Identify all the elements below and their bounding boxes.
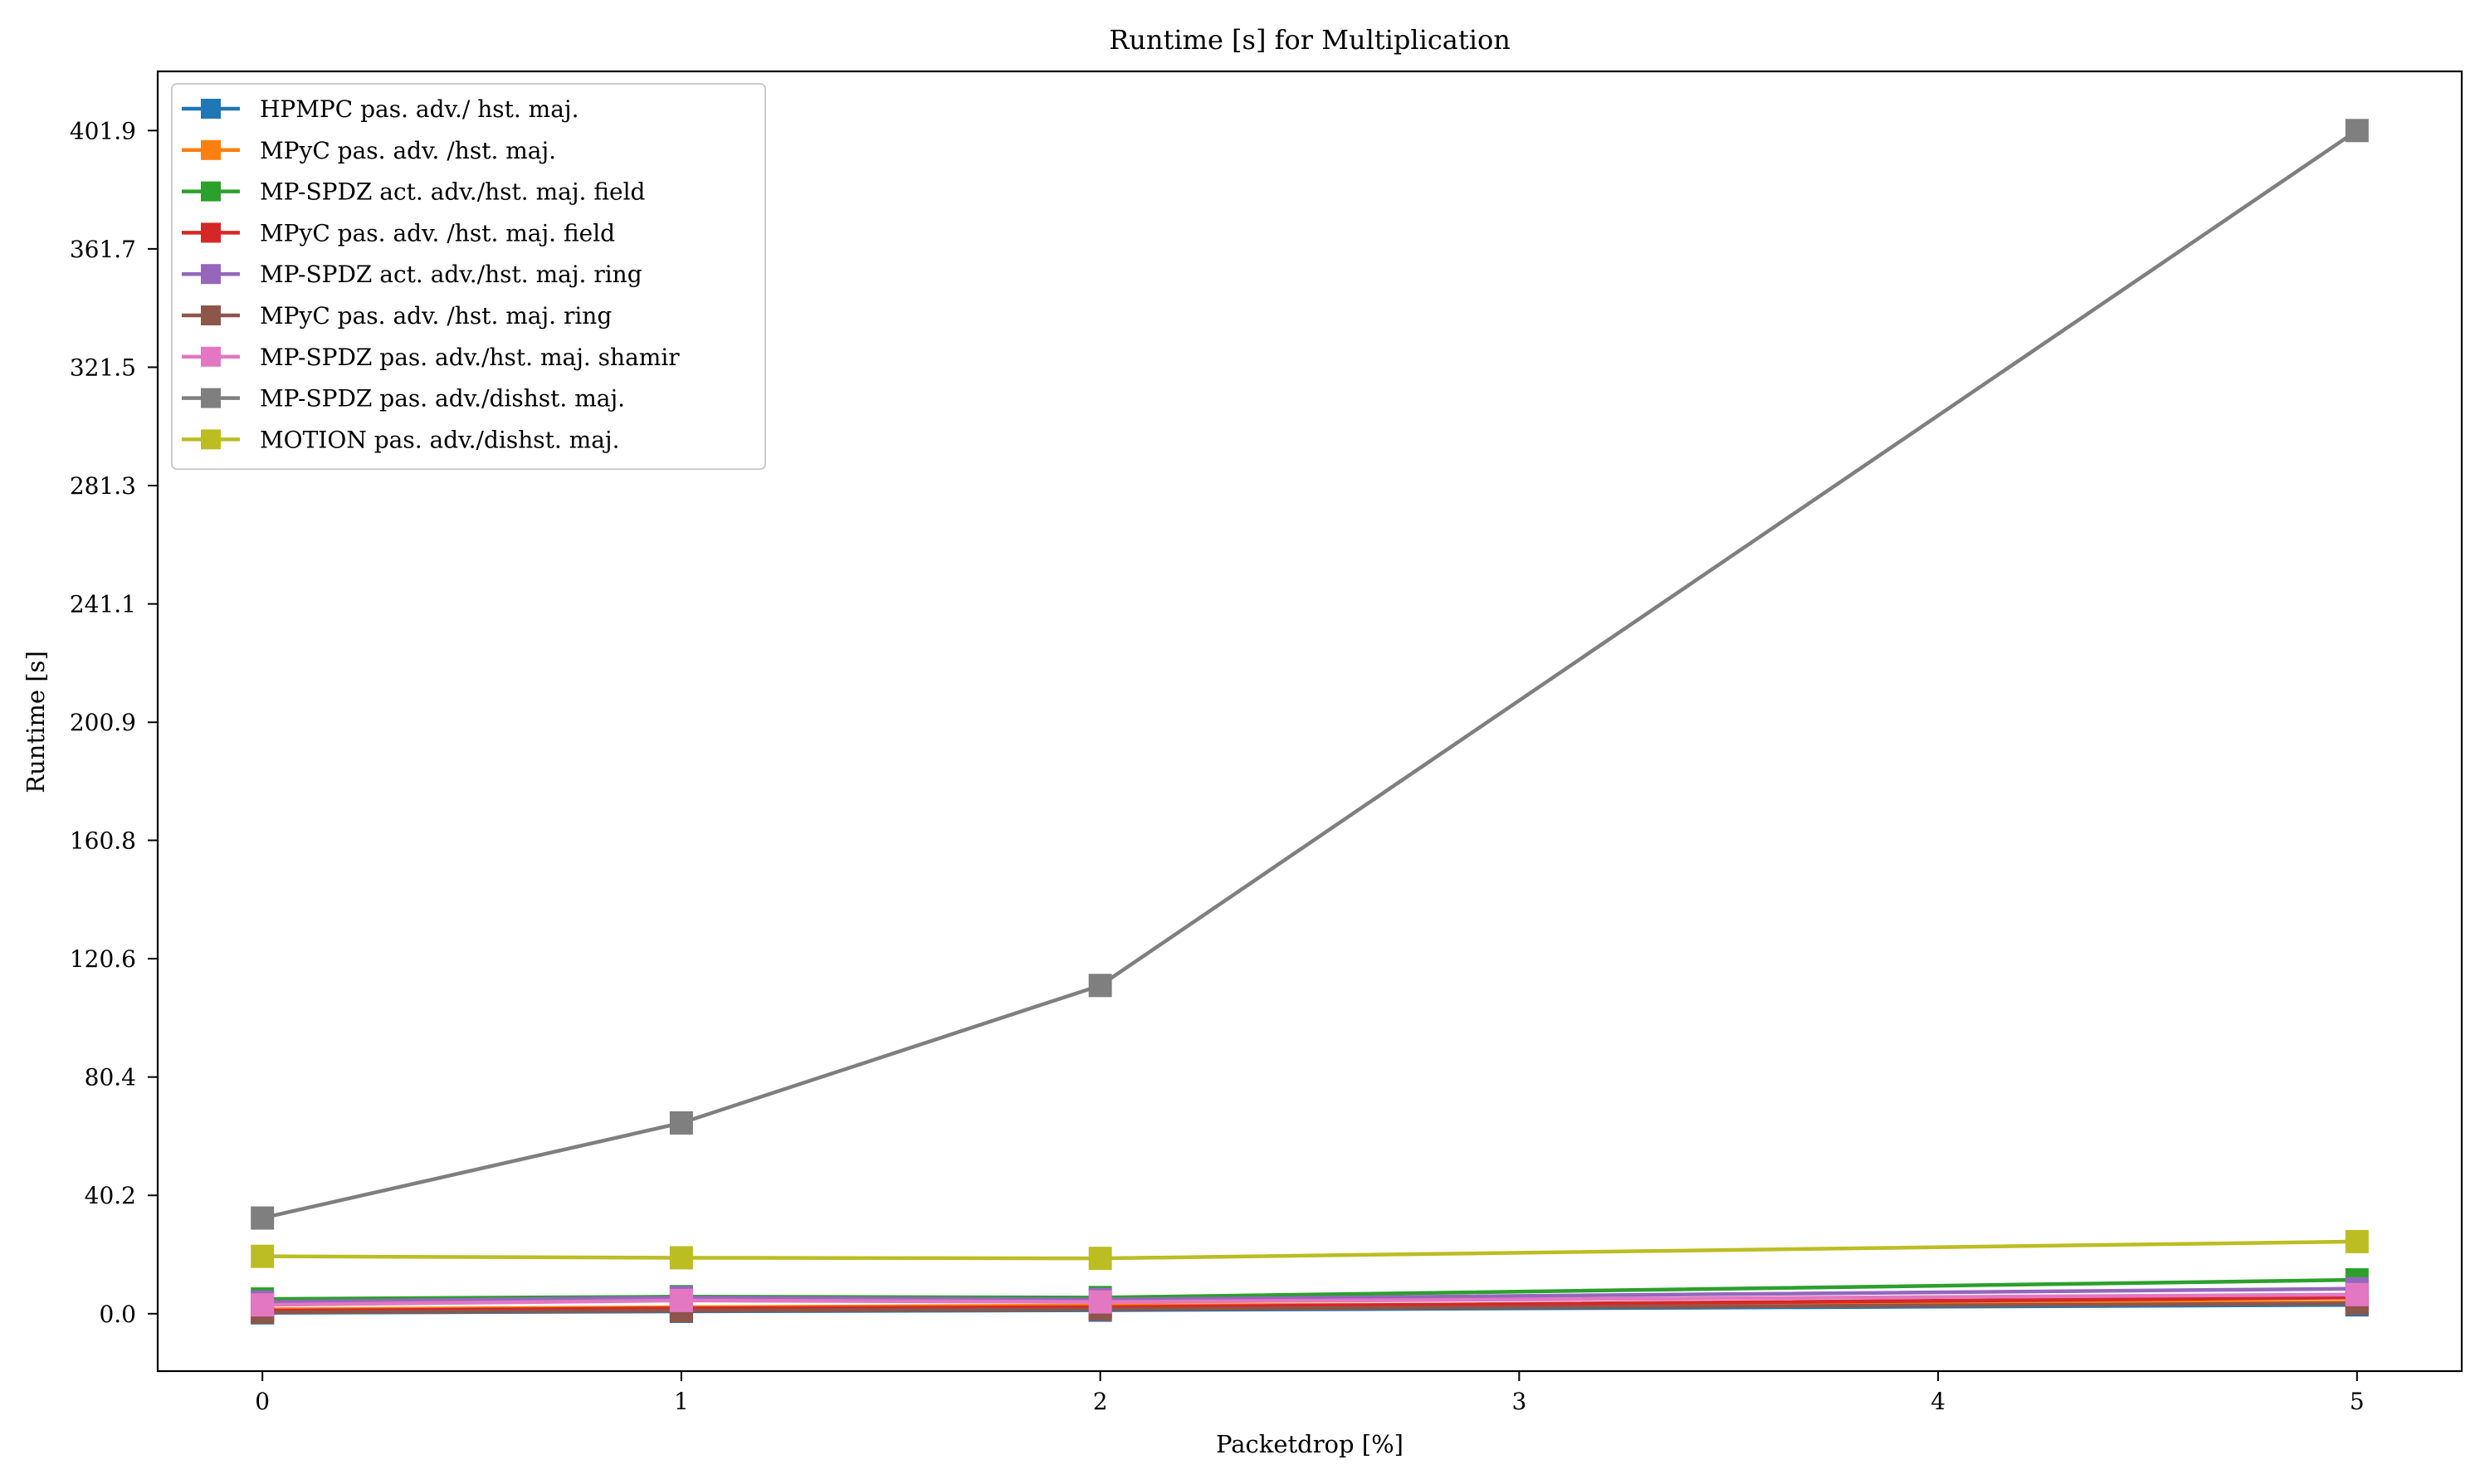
- series-layer: [251, 119, 2369, 1325]
- y-tick-label: 321.5: [70, 354, 136, 381]
- legend-box: [171, 83, 766, 471]
- legend-marker: [201, 139, 221, 160]
- y-tick-label: 80.4: [85, 1064, 136, 1091]
- x-tick-label: 0: [255, 1388, 270, 1415]
- data-point: [1088, 974, 1112, 998]
- y-tick-label: 361.7: [70, 236, 136, 263]
- x-tick-label: 1: [674, 1388, 689, 1415]
- legend-label: MP-SPDZ pas. adv./dishst. maj.: [260, 385, 625, 412]
- series-line: [262, 1301, 2357, 1315]
- y-tick-label: 160.8: [70, 827, 136, 854]
- x-tick-label: 3: [1511, 1388, 1526, 1415]
- legend-label: MP-SPDZ act. adv./hst. maj. ring: [260, 261, 642, 288]
- data-point: [1088, 1247, 1112, 1271]
- y-tick-label: 241.1: [70, 591, 136, 618]
- legend-item: HPMPC pas. adv./ hst. maj.: [182, 95, 579, 123]
- x-tick-label: 5: [2350, 1388, 2365, 1415]
- legend-item: MP-SPDZ pas. adv./dishst. maj.: [182, 385, 625, 412]
- data-point: [2345, 1282, 2369, 1306]
- legend-marker: [201, 222, 221, 243]
- legend-item: MOTION pas. adv./dishst. maj.: [182, 426, 619, 453]
- x-tick-label: 2: [1093, 1388, 1108, 1415]
- legend-label: MP-SPDZ act. adv./hst. maj. field: [260, 178, 646, 206]
- legend-label: MPyC pas. adv. /hst. maj.: [260, 137, 556, 164]
- legend-marker: [201, 99, 221, 119]
- data-point: [251, 1206, 275, 1230]
- data-point: [1088, 1290, 1112, 1314]
- legend-item: MPyC pas. adv. /hst. maj.: [182, 137, 556, 164]
- series-line: [262, 1292, 2357, 1307]
- legend-label: MP-SPDZ pas. adv./hst. maj. shamir: [260, 344, 680, 371]
- legend-marker: [201, 346, 221, 367]
- data-point: [669, 1246, 693, 1270]
- x-axis-label: Packetdrop [%]: [1216, 1430, 1404, 1458]
- y-tick-label: 40.2: [85, 1182, 136, 1209]
- series-line: [261, 129, 2359, 1220]
- legend-item: MPyC pas. adv. /hst. maj. ring: [182, 302, 612, 330]
- legend-label: MOTION pas. adv./dishst. maj.: [260, 426, 619, 453]
- legend-item: MP-SPDZ act. adv./hst. maj. ring: [182, 261, 642, 288]
- legend-marker: [201, 264, 221, 285]
- data-point: [2345, 119, 2369, 143]
- series-8: [251, 1229, 2369, 1271]
- data-point: [251, 1244, 275, 1268]
- series-7: [251, 119, 2369, 1230]
- y-tick-label: 120.6: [70, 945, 136, 973]
- legend-marker: [201, 388, 221, 408]
- y-tick-label: 0.0: [99, 1301, 136, 1328]
- y-tick-label: 281.3: [70, 472, 136, 500]
- y-tick-label: 200.9: [70, 709, 136, 736]
- legend-label: HPMPC pas. adv./ hst. maj.: [260, 95, 579, 123]
- legend-label: MPyC pas. adv. /hst. maj. ring: [260, 302, 612, 330]
- x-axis-ticks: 0 1 2 3 4 5: [255, 1371, 2365, 1415]
- series-line: [262, 1296, 2357, 1313]
- legend: HPMPC pas. adv./ hst. maj. MPyC pas. adv.…: [171, 83, 766, 471]
- legend-label: MPyC pas. adv. /hst. maj. field: [260, 219, 615, 247]
- series-line: [262, 1239, 2357, 1261]
- data-point: [669, 1111, 693, 1135]
- data-point: [669, 1288, 693, 1312]
- legend-item: MP-SPDZ pas. adv./hst. maj. shamir: [182, 344, 680, 371]
- chart-title: Runtime [s] for Multiplication: [1109, 24, 1511, 56]
- plot-frame: [156, 70, 2463, 1373]
- series-6: [251, 1282, 2369, 1317]
- data-point: [2345, 1229, 2369, 1253]
- legend-item: MPyC pas. adv. /hst. maj. field: [182, 219, 615, 247]
- series-line: [262, 1286, 2357, 1304]
- legend-item: MP-SPDZ act. adv./hst. maj. field: [182, 178, 646, 206]
- y-axis-ticks: 0.0 40.2 80.4 120.6 160.8 200.9 241.1 281.3 321.…: [70, 117, 158, 1328]
- legend-marker: [201, 305, 221, 325]
- data-point: [251, 1293, 275, 1317]
- legend-marker: [201, 429, 221, 450]
- x-tick-label: 4: [1931, 1388, 1945, 1415]
- y-tick-label: 401.9: [70, 117, 136, 144]
- y-axis-label: Runtime [s]: [22, 651, 50, 793]
- legend-marker: [201, 181, 221, 202]
